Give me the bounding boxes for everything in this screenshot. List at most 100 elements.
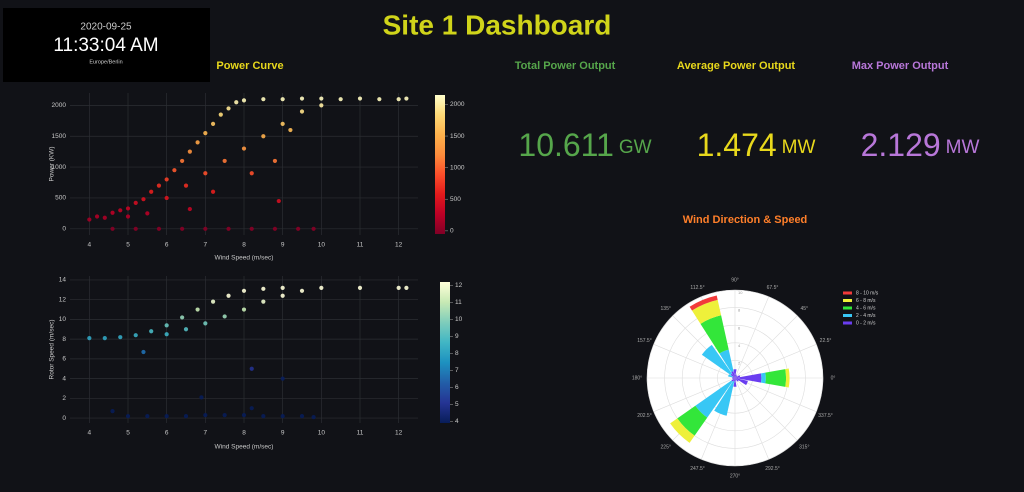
data-point bbox=[156, 226, 162, 231]
wind-bar bbox=[732, 378, 735, 380]
wind-bar bbox=[691, 299, 722, 324]
stat-number: 1.474 bbox=[697, 127, 777, 163]
x-tick-label: 7 bbox=[204, 242, 208, 249]
y-tick-label: 1000 bbox=[52, 164, 67, 171]
wind-bar bbox=[733, 378, 735, 382]
x-axis-title: Wind Speed (m/sec) bbox=[215, 444, 274, 451]
data-point bbox=[149, 189, 154, 194]
legend-label: 2 - 4 m/s bbox=[856, 313, 876, 319]
angular-tick-label: 135° bbox=[661, 306, 671, 312]
data-point bbox=[110, 409, 115, 414]
wind-bar bbox=[733, 378, 737, 387]
colorbar bbox=[435, 95, 445, 234]
data-point bbox=[261, 413, 266, 419]
clock-panel bbox=[3, 8, 210, 82]
angular-grid bbox=[734, 377, 798, 441]
data-point bbox=[280, 285, 285, 290]
colorbar-tick-label: 9 bbox=[455, 333, 459, 340]
x-tick-label: 4 bbox=[88, 430, 92, 437]
x-tick-label: 8 bbox=[242, 430, 246, 437]
data-point bbox=[133, 333, 138, 338]
wind-bar bbox=[689, 295, 718, 311]
data-point bbox=[319, 285, 324, 290]
wind-bar bbox=[735, 375, 741, 378]
colorbar-tick-label: 0 bbox=[450, 228, 454, 235]
data-point bbox=[210, 121, 216, 126]
data-point bbox=[222, 413, 227, 418]
legend-swatch bbox=[843, 291, 852, 295]
data-point bbox=[249, 366, 254, 371]
data-point bbox=[241, 288, 247, 293]
wind-bar bbox=[760, 372, 766, 384]
clock-date: 2020-09-25 bbox=[80, 22, 132, 33]
y-tick-label: 1500 bbox=[52, 133, 67, 140]
x-axis-title: Wind Speed (m/sec) bbox=[215, 255, 274, 262]
data-point bbox=[357, 285, 363, 290]
data-point bbox=[203, 413, 208, 418]
data-point bbox=[338, 97, 343, 102]
data-point bbox=[296, 226, 301, 231]
data-point bbox=[280, 376, 285, 381]
angular-grid bbox=[653, 377, 736, 412]
legend-swatch bbox=[843, 299, 852, 302]
stat-unit: MW bbox=[782, 137, 816, 158]
data-point bbox=[164, 413, 169, 419]
data-point bbox=[141, 197, 146, 202]
wind-bar bbox=[735, 378, 739, 382]
data-point bbox=[180, 226, 185, 231]
clock-time: 11:33:04 AM bbox=[53, 35, 158, 56]
wind-bar bbox=[765, 369, 787, 387]
data-point bbox=[145, 413, 150, 419]
data-point bbox=[319, 103, 324, 108]
legend-swatch bbox=[843, 314, 852, 317]
stat-label: Average Power Output bbox=[677, 60, 796, 72]
stat-unit: MW bbox=[946, 137, 980, 158]
angular-grid bbox=[734, 377, 769, 460]
y-tick-label: 8 bbox=[62, 336, 66, 343]
radial-tick-label: 6 bbox=[738, 325, 741, 330]
angular-tick-label: 270° bbox=[730, 473, 740, 479]
angular-grid bbox=[734, 296, 769, 379]
x-tick-label: 10 bbox=[318, 242, 326, 249]
data-point bbox=[299, 413, 305, 419]
data-point bbox=[280, 121, 285, 126]
data-point bbox=[125, 206, 131, 211]
x-tick-label: 12 bbox=[395, 242, 403, 249]
clock-timezone: Europe/Berlin bbox=[89, 59, 122, 65]
angular-tick-label: 202.5° bbox=[637, 413, 652, 419]
stat-value: 1.474 MW bbox=[697, 127, 816, 163]
y-tick-label: 14 bbox=[59, 277, 67, 284]
colorbar-tick-label: 8 bbox=[455, 350, 459, 357]
data-point bbox=[241, 307, 247, 312]
data-point bbox=[319, 96, 324, 101]
data-point bbox=[164, 177, 169, 182]
data-point bbox=[203, 171, 208, 176]
x-tick-label: 9 bbox=[281, 242, 285, 249]
data-point bbox=[311, 226, 316, 231]
x-tick-label: 6 bbox=[165, 430, 169, 437]
data-point bbox=[241, 146, 247, 151]
data-point bbox=[195, 140, 200, 145]
wind-bar bbox=[677, 405, 708, 436]
data-point bbox=[261, 97, 266, 102]
data-point bbox=[110, 226, 115, 231]
angular-tick-label: 225° bbox=[661, 445, 671, 451]
legend-swatch bbox=[843, 306, 852, 310]
data-point bbox=[261, 299, 266, 304]
y-tick-label: 0 bbox=[62, 226, 66, 233]
x-tick-label: 5 bbox=[126, 430, 130, 437]
data-point bbox=[404, 285, 409, 290]
x-tick-label: 9 bbox=[281, 430, 285, 437]
x-tick-label: 6 bbox=[165, 242, 169, 249]
data-point bbox=[226, 106, 231, 111]
data-point bbox=[149, 329, 154, 334]
data-point bbox=[396, 285, 401, 290]
data-point bbox=[299, 288, 305, 293]
colorbar-tick-label: 500 bbox=[450, 196, 461, 203]
data-point bbox=[241, 98, 247, 103]
legend-label: 0 - 2 m/s bbox=[856, 320, 876, 326]
colorbar-tick-label: 11 bbox=[455, 299, 462, 306]
angular-tick-label: 112.5° bbox=[690, 285, 704, 291]
data-point bbox=[241, 413, 247, 418]
